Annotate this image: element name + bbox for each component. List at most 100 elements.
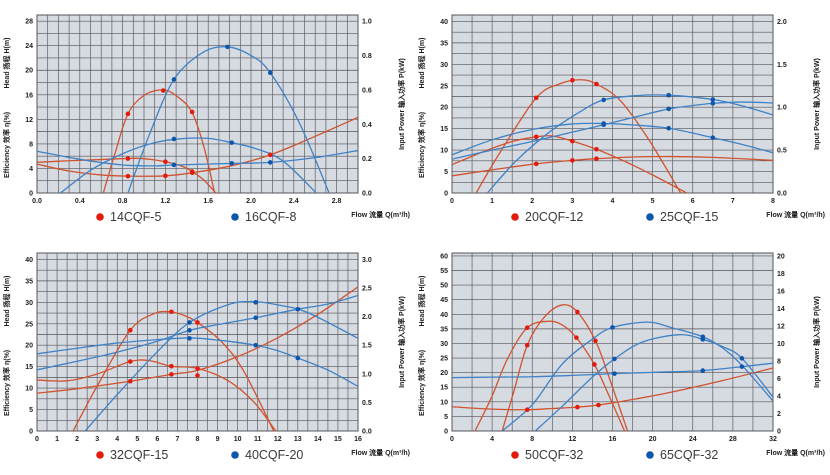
- curve-65CQF-32-head: [501, 321, 773, 431]
- right-tick-label: 12: [777, 323, 785, 330]
- markers-16CQF-8-head: [171, 136, 235, 145]
- legend-label-14CQF-5: 14CQF-5: [110, 210, 161, 224]
- data-point: [710, 97, 716, 102]
- curve-25CQF-15-power: [452, 101, 773, 160]
- data-point: [169, 372, 174, 377]
- gridlines: [451, 15, 774, 194]
- right-tick-label: 6: [777, 376, 781, 383]
- data-point: [127, 327, 133, 333]
- curve-40CQF-20-power: [37, 294, 358, 371]
- left-tick-label: 50: [440, 283, 448, 290]
- data-point: [594, 81, 599, 87]
- data-point: [524, 342, 530, 348]
- x-tick-label: 0.4: [75, 198, 85, 205]
- curve-25CQF-15-head: [452, 122, 773, 156]
- x-tick-label: 4: [115, 436, 119, 443]
- x-tick-label: 0.0: [32, 198, 42, 205]
- data-point: [592, 362, 597, 367]
- data-point: [570, 138, 575, 144]
- left-tick-label: 10: [440, 148, 448, 155]
- data-point: [533, 134, 539, 140]
- data-point: [171, 162, 177, 168]
- data-point: [601, 122, 606, 128]
- x-tick-label: 6: [155, 436, 159, 443]
- legend-marker-50CQF-32: [511, 451, 519, 459]
- x-tick-label: 8: [196, 436, 200, 443]
- right-tick-label: 0.8: [362, 53, 372, 60]
- data-point: [610, 325, 615, 330]
- curve-65CQF-32-efficiency: [534, 334, 773, 431]
- x-tick-label: 0: [450, 436, 454, 443]
- data-point: [225, 44, 230, 50]
- left-tick-label: 25: [25, 321, 33, 328]
- data-point: [612, 371, 617, 376]
- left-axis-title-efficiency: Efficiency 效率 η(%): [2, 350, 11, 416]
- right-tick-label: 16: [777, 288, 785, 295]
- right-tick-label: 8: [777, 358, 781, 365]
- markers-40CQF-20-efficiency: [187, 300, 258, 325]
- left-tick-label: 10: [25, 386, 33, 393]
- markers-16CQF-8-power: [171, 160, 273, 168]
- right-axis-title-power: Input Power 输入功率 P(kW): [397, 58, 406, 150]
- left-tick-label: 20: [440, 105, 448, 112]
- left-tick-label: 24: [25, 43, 33, 50]
- x-tick-label: 32: [769, 436, 777, 443]
- data-point: [125, 111, 131, 117]
- markers-20CQF-12-power: [533, 156, 599, 167]
- data-point: [195, 366, 200, 371]
- left-tick-label: 0: [29, 429, 33, 436]
- left-tick-label: 55: [440, 268, 448, 275]
- x-tick-label: 8: [530, 436, 534, 443]
- data-point: [171, 77, 177, 82]
- curve-20CQF-12-head: [452, 135, 688, 193]
- markers-40CQF-20-head: [187, 336, 301, 361]
- left-tick-label: 15: [440, 385, 448, 392]
- x-axis-title-flow: Flow 流量 Q(m³/h): [766, 448, 825, 457]
- right-tick-label: 1.5: [777, 62, 787, 69]
- right-tick-label: 0.4: [362, 122, 372, 129]
- markers-25CQF-15-efficiency: [601, 92, 716, 103]
- data-point: [169, 363, 174, 369]
- right-tick-label: 0.5: [777, 148, 787, 155]
- legend-marker-14CQF-5: [96, 213, 104, 221]
- curves: [452, 304, 773, 431]
- markers-65CQF-32-power: [612, 364, 745, 376]
- x-tick-label: 24: [689, 436, 697, 443]
- left-tick-label: 40: [440, 19, 448, 26]
- left-tick-label: 15: [25, 364, 33, 371]
- right-tick-label: 1.0: [777, 105, 787, 112]
- markers-32CQF-15-efficiency: [127, 309, 200, 333]
- left-axis-title-head: Head 扬程 H(m): [417, 38, 426, 89]
- left-tick-label: 20: [25, 343, 33, 350]
- markers-20CQF-12-head: [533, 134, 599, 152]
- data-point: [125, 173, 131, 179]
- data-point: [189, 109, 195, 115]
- left-tick-label: 60: [440, 253, 448, 260]
- x-axis-title-flow: Flow 流量 Q(m³/h): [766, 210, 825, 219]
- data-point: [267, 152, 273, 158]
- legend-label-40CQF-20: 40CQF-20: [245, 448, 303, 462]
- right-axis-title-power: Input Power 输入功率 P(kW): [812, 296, 821, 388]
- x-tick-label: 4: [611, 198, 615, 205]
- right-tick-label: 14: [777, 306, 785, 313]
- left-tick-label: 5: [29, 407, 33, 414]
- data-point: [253, 342, 258, 348]
- x-tick-label: 14: [314, 436, 322, 443]
- data-point: [253, 315, 258, 321]
- data-point: [710, 101, 716, 106]
- data-point: [574, 335, 579, 340]
- left-tick-label: 15: [440, 126, 448, 133]
- x-tick-label: 28: [729, 436, 737, 443]
- markers-14CQF-5-efficiency: [125, 88, 195, 117]
- left-tick-label: 8: [29, 141, 33, 148]
- markers-25CQF-15-power: [601, 101, 716, 128]
- plot-border: [36, 252, 359, 432]
- right-tick-label: 1.0: [362, 19, 372, 26]
- left-tick-label: 30: [25, 300, 33, 307]
- markers-50CQF-32-head: [524, 325, 597, 367]
- plot-border: [36, 14, 359, 194]
- data-point: [187, 328, 192, 333]
- left-tick-label: 35: [440, 40, 448, 47]
- left-axis-title-efficiency: Efficiency 效率 η(%): [2, 112, 11, 178]
